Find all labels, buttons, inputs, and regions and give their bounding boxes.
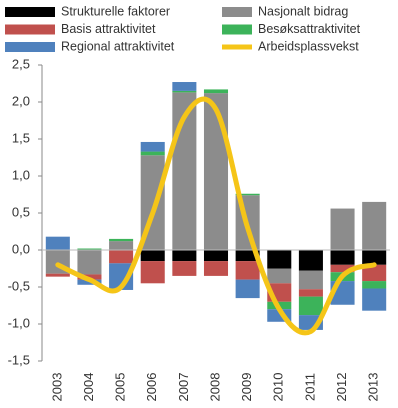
bar-segment	[362, 250, 387, 265]
x-tick-label: 2003	[49, 373, 64, 402]
bar-segment	[330, 250, 355, 265]
bar-segment	[203, 93, 229, 251]
bar-segment	[203, 250, 229, 262]
bar-segment	[172, 82, 197, 91]
x-tick-label: 2009	[239, 373, 254, 402]
y-tick-label: 1,5	[12, 130, 30, 145]
bar-segment	[109, 241, 134, 250]
y-tick-label: 1,0	[12, 167, 30, 182]
x-tick-label: 2011	[302, 373, 317, 401]
x-tick-label: 2013	[366, 373, 381, 402]
y-tick-label: 0,5	[12, 204, 30, 219]
legend-label: Nasjonalt bidrag	[258, 4, 348, 18]
bar-segment	[330, 264, 355, 273]
legend-label: Besøksattraktivitet	[258, 22, 361, 36]
legend-label: Basis attraktivitet	[61, 22, 156, 36]
legend-label: Arbeidsplassvekst	[258, 39, 359, 53]
y-tick-label: 2,5	[12, 56, 30, 71]
x-tick-label: 2012	[334, 373, 349, 402]
bar-segment	[235, 261, 260, 280]
bar-segment	[77, 248, 102, 250]
bar-segment	[140, 141, 165, 152]
y-tick-label: 0,0	[12, 241, 30, 256]
y-tick-label: -0,5	[8, 278, 30, 293]
legend-swatch	[222, 24, 252, 35]
x-tick-label: 2007	[176, 373, 191, 402]
x-tick-label: 2008	[207, 373, 222, 402]
y-tick-label: 2,0	[12, 93, 30, 108]
bar-segment	[298, 250, 323, 271]
legend-swatch	[5, 42, 55, 52]
y-tick-label: -1,5	[8, 352, 30, 367]
y-tick-label: -1,0	[8, 315, 30, 330]
bar-segment	[45, 236, 70, 250]
line-series	[55, 96, 377, 336]
legend-label: Regional attraktivitet	[61, 39, 175, 53]
bar-segment	[109, 250, 134, 264]
bar-segment	[140, 261, 165, 284]
bar-segment	[267, 268, 292, 284]
legend-swatch	[5, 24, 55, 35]
bar-segment	[267, 250, 292, 269]
bar-segment	[235, 279, 260, 299]
bar-segment	[362, 281, 387, 289]
legend-swatch	[222, 7, 252, 17]
bar-segment	[203, 261, 229, 276]
x-tick-label: 2010	[271, 373, 286, 402]
x-tick-label: 2006	[144, 373, 159, 402]
bar-segment	[45, 273, 70, 277]
bar-segment	[298, 296, 323, 316]
bar-segment	[362, 288, 387, 311]
legend-swatch	[5, 7, 55, 17]
bar-segment	[172, 90, 197, 93]
bar-segment	[235, 193, 260, 196]
x-tick-label: 2005	[113, 373, 128, 402]
bar-segment	[172, 261, 197, 276]
bar-segment	[298, 270, 323, 290]
bar-segment	[172, 250, 197, 262]
bar-segment	[109, 238, 134, 242]
bar-segment	[298, 289, 323, 297]
bar-segment	[330, 208, 355, 250]
bar-segment	[362, 264, 387, 282]
bar-segment	[140, 151, 165, 156]
legend-label: Strukturelle faktorer	[61, 4, 170, 18]
x-tick-label: 2004	[81, 373, 96, 402]
bar-segment	[235, 250, 260, 262]
bar-segment	[362, 201, 387, 250]
bar-segment	[203, 89, 229, 94]
bar-segment	[140, 250, 165, 262]
bar-segment	[77, 250, 102, 275]
